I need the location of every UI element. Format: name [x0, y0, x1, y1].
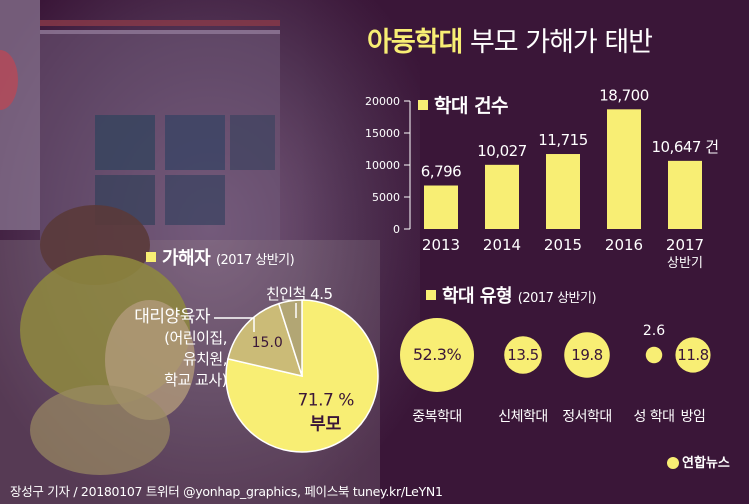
bar [668, 160, 702, 229]
pie-slice-label: 친인척 4.5 [266, 285, 333, 303]
x-tick-label: 2014 [483, 236, 521, 254]
types-section-title: 학대 유형 (2017 상반기) [426, 282, 597, 308]
pie-value-label: 71.7 % [297, 391, 354, 411]
pie-slice-label: 부모 [310, 415, 342, 435]
bubble-category-label: 정서학대 [562, 409, 612, 425]
bullet-square-icon [426, 290, 436, 300]
bubble [504, 336, 542, 374]
bar-value-label: 18,700 [599, 86, 649, 104]
pie-slice-label: (어린이집, [164, 329, 227, 347]
bubble [675, 337, 711, 373]
x-tick-label: 2017 [666, 236, 704, 254]
x-tick-label: 2015 [544, 236, 582, 254]
bullet-square-icon [146, 252, 156, 262]
title-highlight: 아동학대 [367, 27, 463, 58]
bubble [645, 346, 663, 364]
pie-leader-line [214, 317, 255, 332]
page-title: 아동학대 부모 가해가 태반 [367, 20, 653, 59]
pie-slice-label: 대리양육자 [134, 307, 211, 327]
bar-value-label: 10,027 [477, 142, 527, 160]
pie-slice [227, 302, 304, 378]
bubble-value-label: 2.6 [643, 323, 665, 339]
bubble [564, 332, 610, 378]
bar [546, 154, 580, 229]
y-tick-label: 10000 [365, 159, 400, 172]
pie-slice [277, 299, 303, 377]
pie-value-label: 15.0 [252, 335, 283, 351]
logo-icon [667, 457, 679, 469]
bar-value-label: 11,715 [538, 131, 588, 149]
bar [424, 185, 458, 229]
y-tick-label: 20000 [365, 95, 400, 108]
pie-slice-label: 유치원, [183, 350, 227, 368]
credit-text: 장성구 기자 / 20180107 [10, 484, 143, 499]
bubble-value-label: 11.8 [677, 346, 708, 364]
pie-slice-label: 학교 교사) [164, 371, 227, 389]
cases-section-title: 학대 건수 [418, 91, 509, 118]
bubble-category-label: 중복학대 [412, 409, 462, 425]
bar-value-label: 10,647 건 [651, 138, 718, 156]
perpetrator-section-title: 가해자 (2017 상반기) [146, 244, 295, 270]
bubble-category-label: 신체학대 [498, 409, 548, 425]
x-tick-label: 2016 [605, 236, 643, 254]
social-text: 트위터 @yonhap_graphics, 페이스북 tuney.kr/LeYN… [145, 484, 443, 499]
footer-credit: 장성구 기자 / 20180107 트위터 @yonhap_graphics, … [10, 481, 443, 500]
bubble-value-label: 52.3% [413, 345, 462, 364]
y-tick-label: 15000 [365, 127, 400, 140]
types-subtitle: (2017 상반기) [517, 291, 597, 306]
bubble [400, 318, 474, 392]
title-rest: 부모 가해가 태반 [469, 27, 653, 58]
bar [485, 164, 519, 229]
bullet-square-icon [418, 100, 428, 110]
x-tick-label: 2013 [422, 236, 460, 254]
bubble-category-label: 성 학대 [633, 409, 674, 425]
y-tick-label: 5000 [372, 191, 400, 204]
yonhap-logo: 연합뉴스 [667, 452, 730, 471]
y-tick-label: 0 [393, 223, 400, 236]
x-tick-label: 상반기 [667, 256, 703, 271]
bubble-value-label: 19.8 [571, 346, 602, 364]
bar-value-label: 6,796 [421, 163, 461, 181]
bubble-value-label: 13.5 [507, 346, 538, 364]
perpetrator-subtitle: (2017 상반기) [215, 253, 295, 268]
bubble-category-label: 방임 [681, 409, 706, 425]
bar [607, 109, 641, 229]
